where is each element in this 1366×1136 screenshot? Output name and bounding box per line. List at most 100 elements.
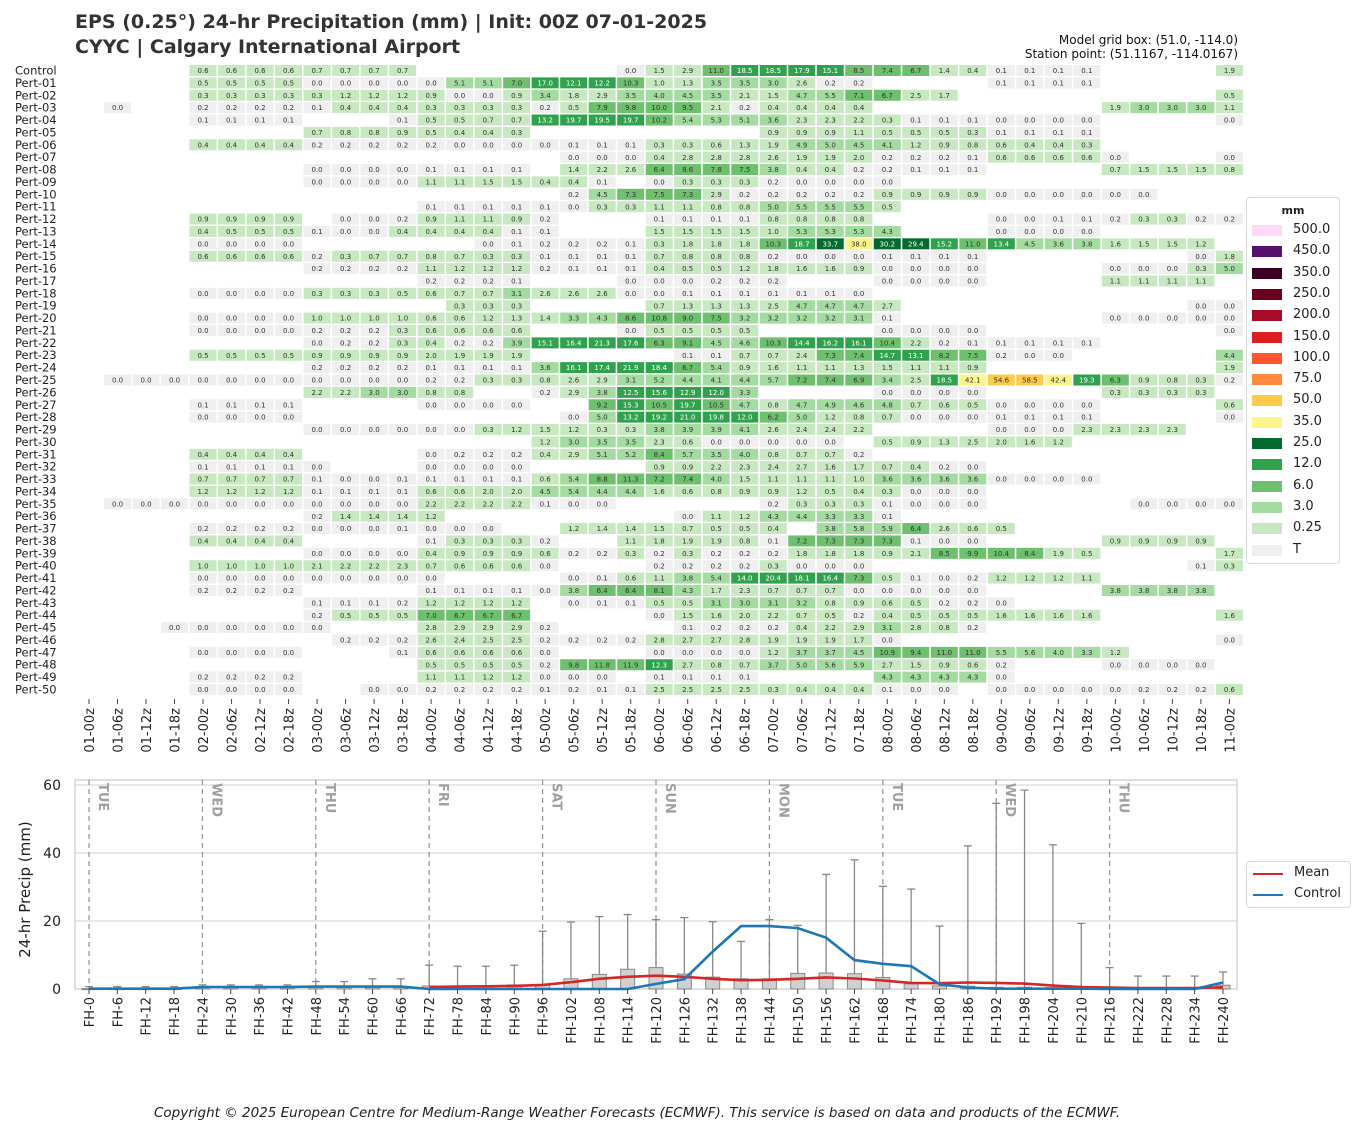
heatmap-cell xyxy=(474,399,502,411)
cell-value: 0.2 xyxy=(540,624,551,632)
cell-value: 0.0 xyxy=(711,439,722,447)
heatmap-cell xyxy=(645,287,673,299)
heatmap-cell xyxy=(503,634,531,646)
heatmap-cell xyxy=(987,139,1015,151)
cell-value: 1.2 xyxy=(511,426,522,434)
member-label: Pert-29 xyxy=(15,423,57,437)
member-label: Pert-12 xyxy=(15,212,57,226)
cell-value: 6.4 xyxy=(910,525,922,533)
cell-value: 0.9 xyxy=(853,599,864,607)
cell-value: 0.1 xyxy=(996,339,1007,347)
heatmap-cell xyxy=(617,485,645,497)
heatmap-cell xyxy=(446,114,474,126)
cell-value: 8.4 xyxy=(1024,550,1036,558)
cell-value: 0.2 xyxy=(967,575,978,583)
heatmap-cell xyxy=(845,126,873,138)
heatmap-cell xyxy=(246,250,274,262)
cell-value: 0.1 xyxy=(540,253,551,261)
cell-value: 0.8 xyxy=(1167,377,1178,385)
heatmap-cell xyxy=(674,176,702,188)
heatmap-cell xyxy=(474,448,502,460)
heatmap-cell xyxy=(1215,213,1243,225)
cell-value: 5.1 xyxy=(597,451,608,459)
cell-value: 0.2 xyxy=(768,278,779,286)
cell-value: 0.7 xyxy=(910,401,921,409)
heatmap-cell xyxy=(816,312,844,324)
heatmap-cell xyxy=(816,609,844,621)
heatmap-cell xyxy=(987,424,1015,436)
cell-value: 0.0 xyxy=(254,500,265,508)
cell-value: 3.3 xyxy=(853,513,864,521)
heatmap-cell xyxy=(1044,77,1072,89)
cell-value: 8.1 xyxy=(654,587,665,595)
heatmap-cell xyxy=(930,671,958,683)
heatmap-cell xyxy=(902,659,930,671)
cell-value: 0.2 xyxy=(340,265,351,273)
heatmap-cell xyxy=(930,572,958,584)
heatmap-cell xyxy=(474,634,502,646)
heatmap-cell xyxy=(731,547,759,559)
heatmap-cell xyxy=(959,399,987,411)
heatmap-cell xyxy=(1187,560,1215,572)
heatmap-cell xyxy=(389,287,417,299)
cell-value: 5.5 xyxy=(825,92,836,100)
cell-value: 0.2 xyxy=(711,562,722,570)
heatmap-cell xyxy=(1187,275,1215,287)
heatmap-cell xyxy=(617,65,645,76)
cell-value: 0.3 xyxy=(483,426,494,434)
cell-value: 0.5 xyxy=(739,525,750,533)
cell-value: 7.3 xyxy=(825,352,836,360)
heatmap-cell xyxy=(873,324,901,336)
cell-value: 0.1 xyxy=(426,476,437,484)
heatmap-cell xyxy=(360,263,388,275)
heatmap-cell xyxy=(902,349,930,361)
day-label: THU xyxy=(322,783,337,813)
cell-value: 5.8 xyxy=(853,525,864,533)
day-label: WED xyxy=(208,783,223,817)
cell-value: 0.2 xyxy=(939,154,950,162)
heatmap-cell xyxy=(702,238,730,250)
cell-value: 0.1 xyxy=(625,599,636,607)
cell-value: 0.7 xyxy=(369,67,380,75)
cell-value: 0.5 xyxy=(910,612,921,620)
heatmap-cell xyxy=(902,535,930,547)
cell-value: 0.2 xyxy=(340,141,351,149)
heatmap-cell xyxy=(1073,139,1101,151)
heatmap-cell xyxy=(845,684,873,695)
heatmap-cell xyxy=(417,114,445,126)
day-label: THU xyxy=(1116,783,1131,813)
heatmap-cell xyxy=(389,646,417,658)
heatmap-cell xyxy=(1101,684,1129,695)
heatmap-cell xyxy=(731,164,759,176)
cell-value: 0.2 xyxy=(711,278,722,286)
cell-value: 0.2 xyxy=(283,104,294,112)
cell-value: 1.2 xyxy=(226,488,237,496)
heatmap-cell xyxy=(1158,312,1186,324)
cell-value: 0.2 xyxy=(739,191,750,199)
cell-value: 0.0 xyxy=(1195,253,1206,261)
heatmap-cell xyxy=(987,126,1015,138)
x-tick-label: 08-00z xyxy=(881,708,896,753)
cell-value: 0.1 xyxy=(597,575,608,583)
cell-value: 2.9 xyxy=(597,377,608,385)
legend-label: 3.0 xyxy=(1293,498,1314,514)
cell-value: 2.5 xyxy=(910,92,921,100)
heatmap-cell xyxy=(189,584,217,596)
cell-value: 0.8 xyxy=(739,203,750,211)
cell-value: 0.4 xyxy=(254,538,266,546)
cell-value: 0.0 xyxy=(739,649,750,657)
cell-value: 0.9 xyxy=(882,191,893,199)
cell-value: 1.2 xyxy=(454,265,465,273)
heatmap-cell xyxy=(531,684,559,695)
cell-value: 2.2 xyxy=(312,389,323,397)
member-label: Pert-44 xyxy=(15,608,57,622)
heatmap-cell xyxy=(674,448,702,460)
heatmap-cell xyxy=(873,523,901,535)
heatmap-cell xyxy=(474,324,502,336)
cell-value: 0.5 xyxy=(283,228,294,236)
legend-swatch xyxy=(1252,544,1282,556)
heatmap-cell xyxy=(360,634,388,646)
heatmap-cell xyxy=(417,461,445,473)
cell-value: 3.0 xyxy=(369,389,380,397)
heatmap-cell xyxy=(845,622,873,634)
